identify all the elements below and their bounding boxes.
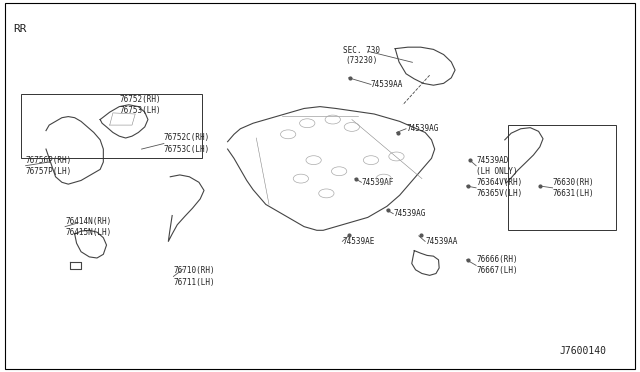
Text: 74539AG: 74539AG	[394, 209, 426, 218]
Text: 76364V(RH)
76365V(LH): 76364V(RH) 76365V(LH)	[476, 178, 522, 198]
Text: 74539AA: 74539AA	[371, 80, 403, 89]
Bar	[508, 125, 616, 230]
Text: SEC. 730
(73230): SEC. 730 (73230)	[343, 46, 380, 65]
Text: 74539AE: 74539AE	[342, 237, 374, 246]
Text: 76666(RH)
76667(LH): 76666(RH) 76667(LH)	[476, 255, 518, 275]
Text: 76414N(RH)
76415N(LH): 76414N(RH) 76415N(LH)	[65, 217, 111, 237]
Bar	[20, 94, 202, 158]
Text: 76630(RH)
76631(LH): 76630(RH) 76631(LH)	[552, 178, 594, 198]
Text: 74539AF: 74539AF	[362, 178, 394, 187]
Text: 76752(RH)
76753(LH): 76752(RH) 76753(LH)	[119, 95, 161, 115]
Text: 74539AD
(LH ONLY): 74539AD (LH ONLY)	[476, 155, 518, 176]
Text: 74539AA: 74539AA	[425, 237, 458, 246]
Text: 76710(RH)
76711(LH): 76710(RH) 76711(LH)	[173, 266, 215, 286]
Text: J7600140: J7600140	[560, 346, 607, 356]
Text: 76756P(RH)
76757P(LH): 76756P(RH) 76757P(LH)	[26, 155, 72, 176]
Text: RR: RR	[13, 23, 26, 33]
Text: 74539AG: 74539AG	[406, 124, 438, 133]
Text: 76752C(RH)
76753C(LH): 76752C(RH) 76753C(LH)	[164, 134, 210, 154]
